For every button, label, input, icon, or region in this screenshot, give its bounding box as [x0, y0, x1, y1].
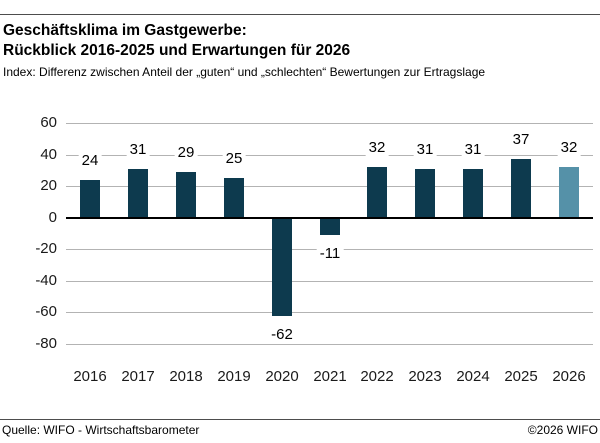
x-axis-label: 2026	[552, 368, 586, 385]
bar-value-label: -11	[316, 246, 344, 262]
bar-2025	[511, 159, 531, 217]
bar-2023	[415, 169, 435, 218]
chart-title-line1: Geschäftsklima im Gastgewerbe:	[3, 22, 247, 39]
gridline--80	[66, 344, 593, 345]
bar-2026	[559, 167, 579, 218]
bar-2020	[272, 218, 292, 316]
bar-value-label: 24	[78, 153, 102, 169]
source-note: Quelle: WIFO - Wirtschaftsbarometer	[2, 423, 200, 437]
chart-title: Geschäftsklima im Gastgewerbe: Rückblick…	[3, 21, 597, 61]
zero-baseline	[66, 217, 593, 219]
y-axis-tick-label: -80	[35, 335, 57, 352]
x-axis-label: 2022	[360, 368, 394, 385]
y-axis-tick-label: 60	[40, 114, 57, 131]
gridline-20	[66, 186, 593, 187]
chart-subtitle: Index: Differenz zwischen Anteil der „gu…	[3, 65, 486, 79]
y-axis-tick-label: 20	[40, 177, 57, 194]
y-axis-tick-label: -40	[35, 272, 57, 289]
bar-value-label: -62	[268, 327, 296, 343]
bar-2018	[176, 172, 196, 218]
bar-value-label: 25	[222, 151, 246, 167]
bar-2016	[80, 180, 100, 218]
bar-2024	[463, 169, 483, 218]
y-axis-tick-label: 0	[48, 209, 57, 226]
copyright-note: ©2026 WIFO	[527, 423, 598, 437]
y-axis-tick-label: -20	[35, 240, 57, 257]
x-axis-label: 2016	[73, 368, 107, 385]
bar-value-label: 31	[413, 142, 437, 158]
y-axis-tick-label: 40	[40, 146, 57, 163]
chart-footer: Quelle: WIFO - Wirtschaftsbarometer ©202…	[0, 423, 600, 438]
gridline-40	[66, 155, 593, 156]
y-axis-tick-label: -60	[35, 303, 57, 320]
chart-title-line2: Rückblick 2016-2025 und Erwartungen für …	[3, 42, 351, 59]
x-axis-label: 2018	[169, 368, 203, 385]
bar-2017	[128, 169, 148, 218]
bar-value-label: 29	[174, 145, 198, 161]
gridline--60	[66, 312, 593, 313]
x-axis-label: 2021	[313, 368, 347, 385]
x-axis-label: 2025	[504, 368, 538, 385]
bar-value-label: 31	[126, 142, 150, 158]
bar-value-label: 32	[557, 140, 581, 156]
gridline-60	[66, 123, 593, 124]
bar-value-label: 32	[365, 140, 389, 156]
bar-2021	[320, 218, 340, 235]
x-axis-label: 2023	[408, 368, 442, 385]
footer-divider	[0, 419, 600, 420]
x-axis-label: 2024	[456, 368, 490, 385]
x-axis-label: 2020	[265, 368, 299, 385]
bar-value-label: 37	[509, 132, 533, 148]
top-divider	[0, 14, 600, 15]
bar-2022	[367, 167, 387, 218]
x-axis-label: 2019	[217, 368, 251, 385]
gridline--40	[66, 281, 593, 282]
bar-value-label: 31	[461, 142, 485, 158]
bar-2019	[224, 178, 244, 217]
chart-header: Geschäftsklima im Gastgewerbe: Rückblick…	[3, 21, 597, 80]
x-axis-label: 2017	[121, 368, 155, 385]
